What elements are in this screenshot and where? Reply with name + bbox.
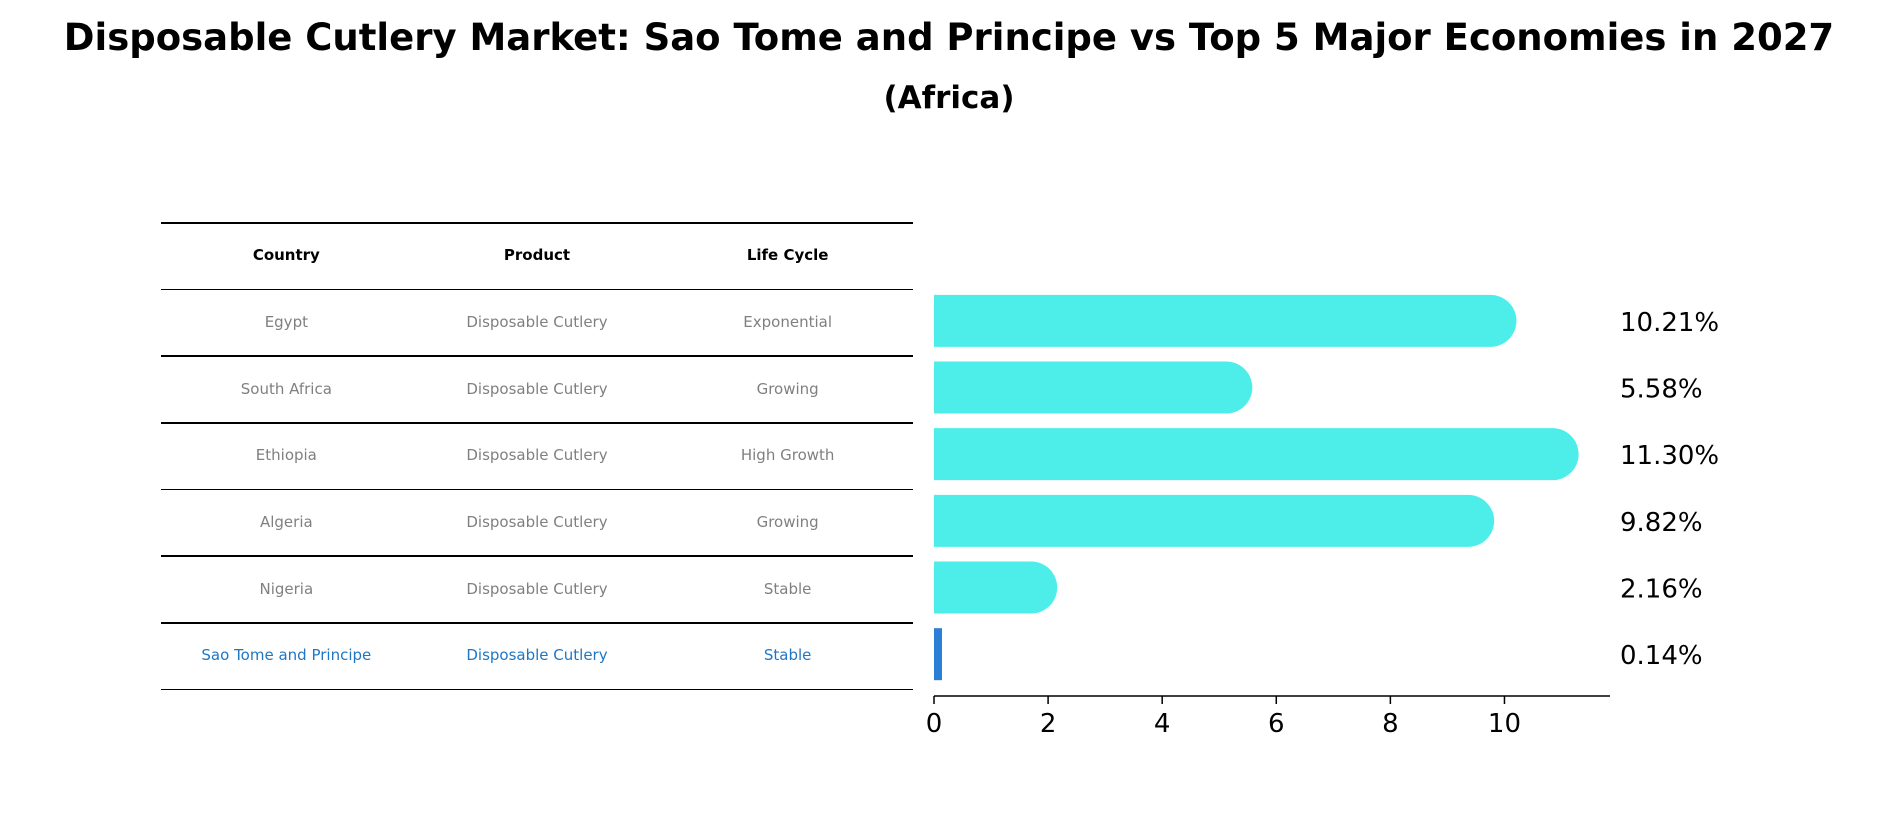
table-rule — [161, 288, 913, 291]
product-cell: Disposable Cutlery — [466, 579, 608, 598]
product-cell: Disposable Cutlery — [466, 512, 608, 531]
table-row: Algeria Disposable Cutlery Growing — [161, 489, 913, 556]
x-tick-label: 2 — [1040, 709, 1057, 739]
life-cycle-cell: Exponential — [743, 312, 832, 331]
table-rule — [161, 688, 913, 691]
life-cycle-cell: Stable — [763, 579, 812, 598]
x-tick-label: 8 — [1382, 709, 1399, 739]
life-cycle-cell: Growing — [756, 512, 819, 531]
table-rule — [161, 555, 913, 557]
x-tick-label: 10 — [1488, 709, 1521, 739]
x-tick-label: 0 — [926, 709, 943, 739]
table-rule — [161, 622, 913, 624]
x-tick-label: 6 — [1268, 709, 1285, 739]
country-cell: Sao Tome and Principe — [201, 646, 372, 665]
table-row: Ethiopia Disposable Cutlery High Growth — [161, 422, 913, 489]
life-cycle-cell: Stable — [763, 646, 812, 665]
data-label: 5.58% — [1620, 375, 1703, 405]
bar — [934, 494, 1495, 547]
country-cell: Ethiopia — [255, 446, 317, 465]
country-cell: Algeria — [259, 512, 313, 531]
bar — [934, 294, 1517, 347]
data-label: 2.16% — [1620, 575, 1703, 605]
bar — [934, 561, 1058, 614]
bar — [934, 361, 1253, 414]
life-cycle-cell: Growing — [756, 379, 819, 398]
table-row: Nigeria Disposable Cutlery Stable — [161, 555, 913, 622]
table-row: South Africa Disposable Cutlery Growing — [161, 355, 913, 422]
column-header-country: Country — [252, 246, 320, 265]
column-header-life-cycle: Life Cycle — [746, 246, 829, 265]
country-cell: South Africa — [240, 379, 332, 398]
table-rule — [161, 488, 913, 491]
life-cycle-cell: High Growth — [740, 446, 835, 465]
data-table: Country Product Life Cycle Egypt Disposa… — [161, 222, 913, 691]
country-cell: Egypt — [264, 312, 308, 331]
data-label: 9.82% — [1620, 508, 1703, 538]
country-cell: Nigeria — [259, 579, 314, 598]
data-label: 0.14% — [1620, 641, 1703, 671]
chart-subtitle: (Africa) — [883, 80, 1015, 116]
product-cell: Disposable Cutlery — [466, 379, 608, 398]
chart-title: Disposable Cutlery Market: Sao Tome and … — [63, 16, 1835, 59]
table-rule — [161, 355, 913, 357]
table-header-row: Country Product Life Cycle — [161, 222, 913, 289]
table-rule — [161, 422, 913, 424]
product-cell: Disposable Cutlery — [466, 312, 608, 331]
table-row: Egypt Disposable Cutlery Exponential — [161, 289, 913, 356]
product-cell: Disposable Cutlery — [466, 446, 608, 465]
bar-highlighted — [934, 628, 942, 681]
table-rule — [161, 222, 913, 224]
bar — [934, 428, 1579, 481]
product-cell: Disposable Cutlery — [466, 646, 608, 665]
data-label: 10.21% — [1620, 308, 1719, 338]
column-header-product: Product — [503, 246, 571, 265]
data-label: 11.30% — [1620, 441, 1719, 471]
table-row-highlighted: Sao Tome and Principe Disposable Cutlery… — [161, 622, 913, 689]
x-tick-label: 4 — [1154, 709, 1171, 739]
